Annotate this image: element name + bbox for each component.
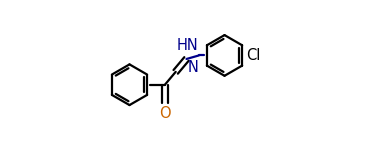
Text: O: O [159,106,171,122]
Text: HN: HN [176,38,198,53]
Text: Cl: Cl [246,48,261,63]
Text: N: N [188,60,199,75]
